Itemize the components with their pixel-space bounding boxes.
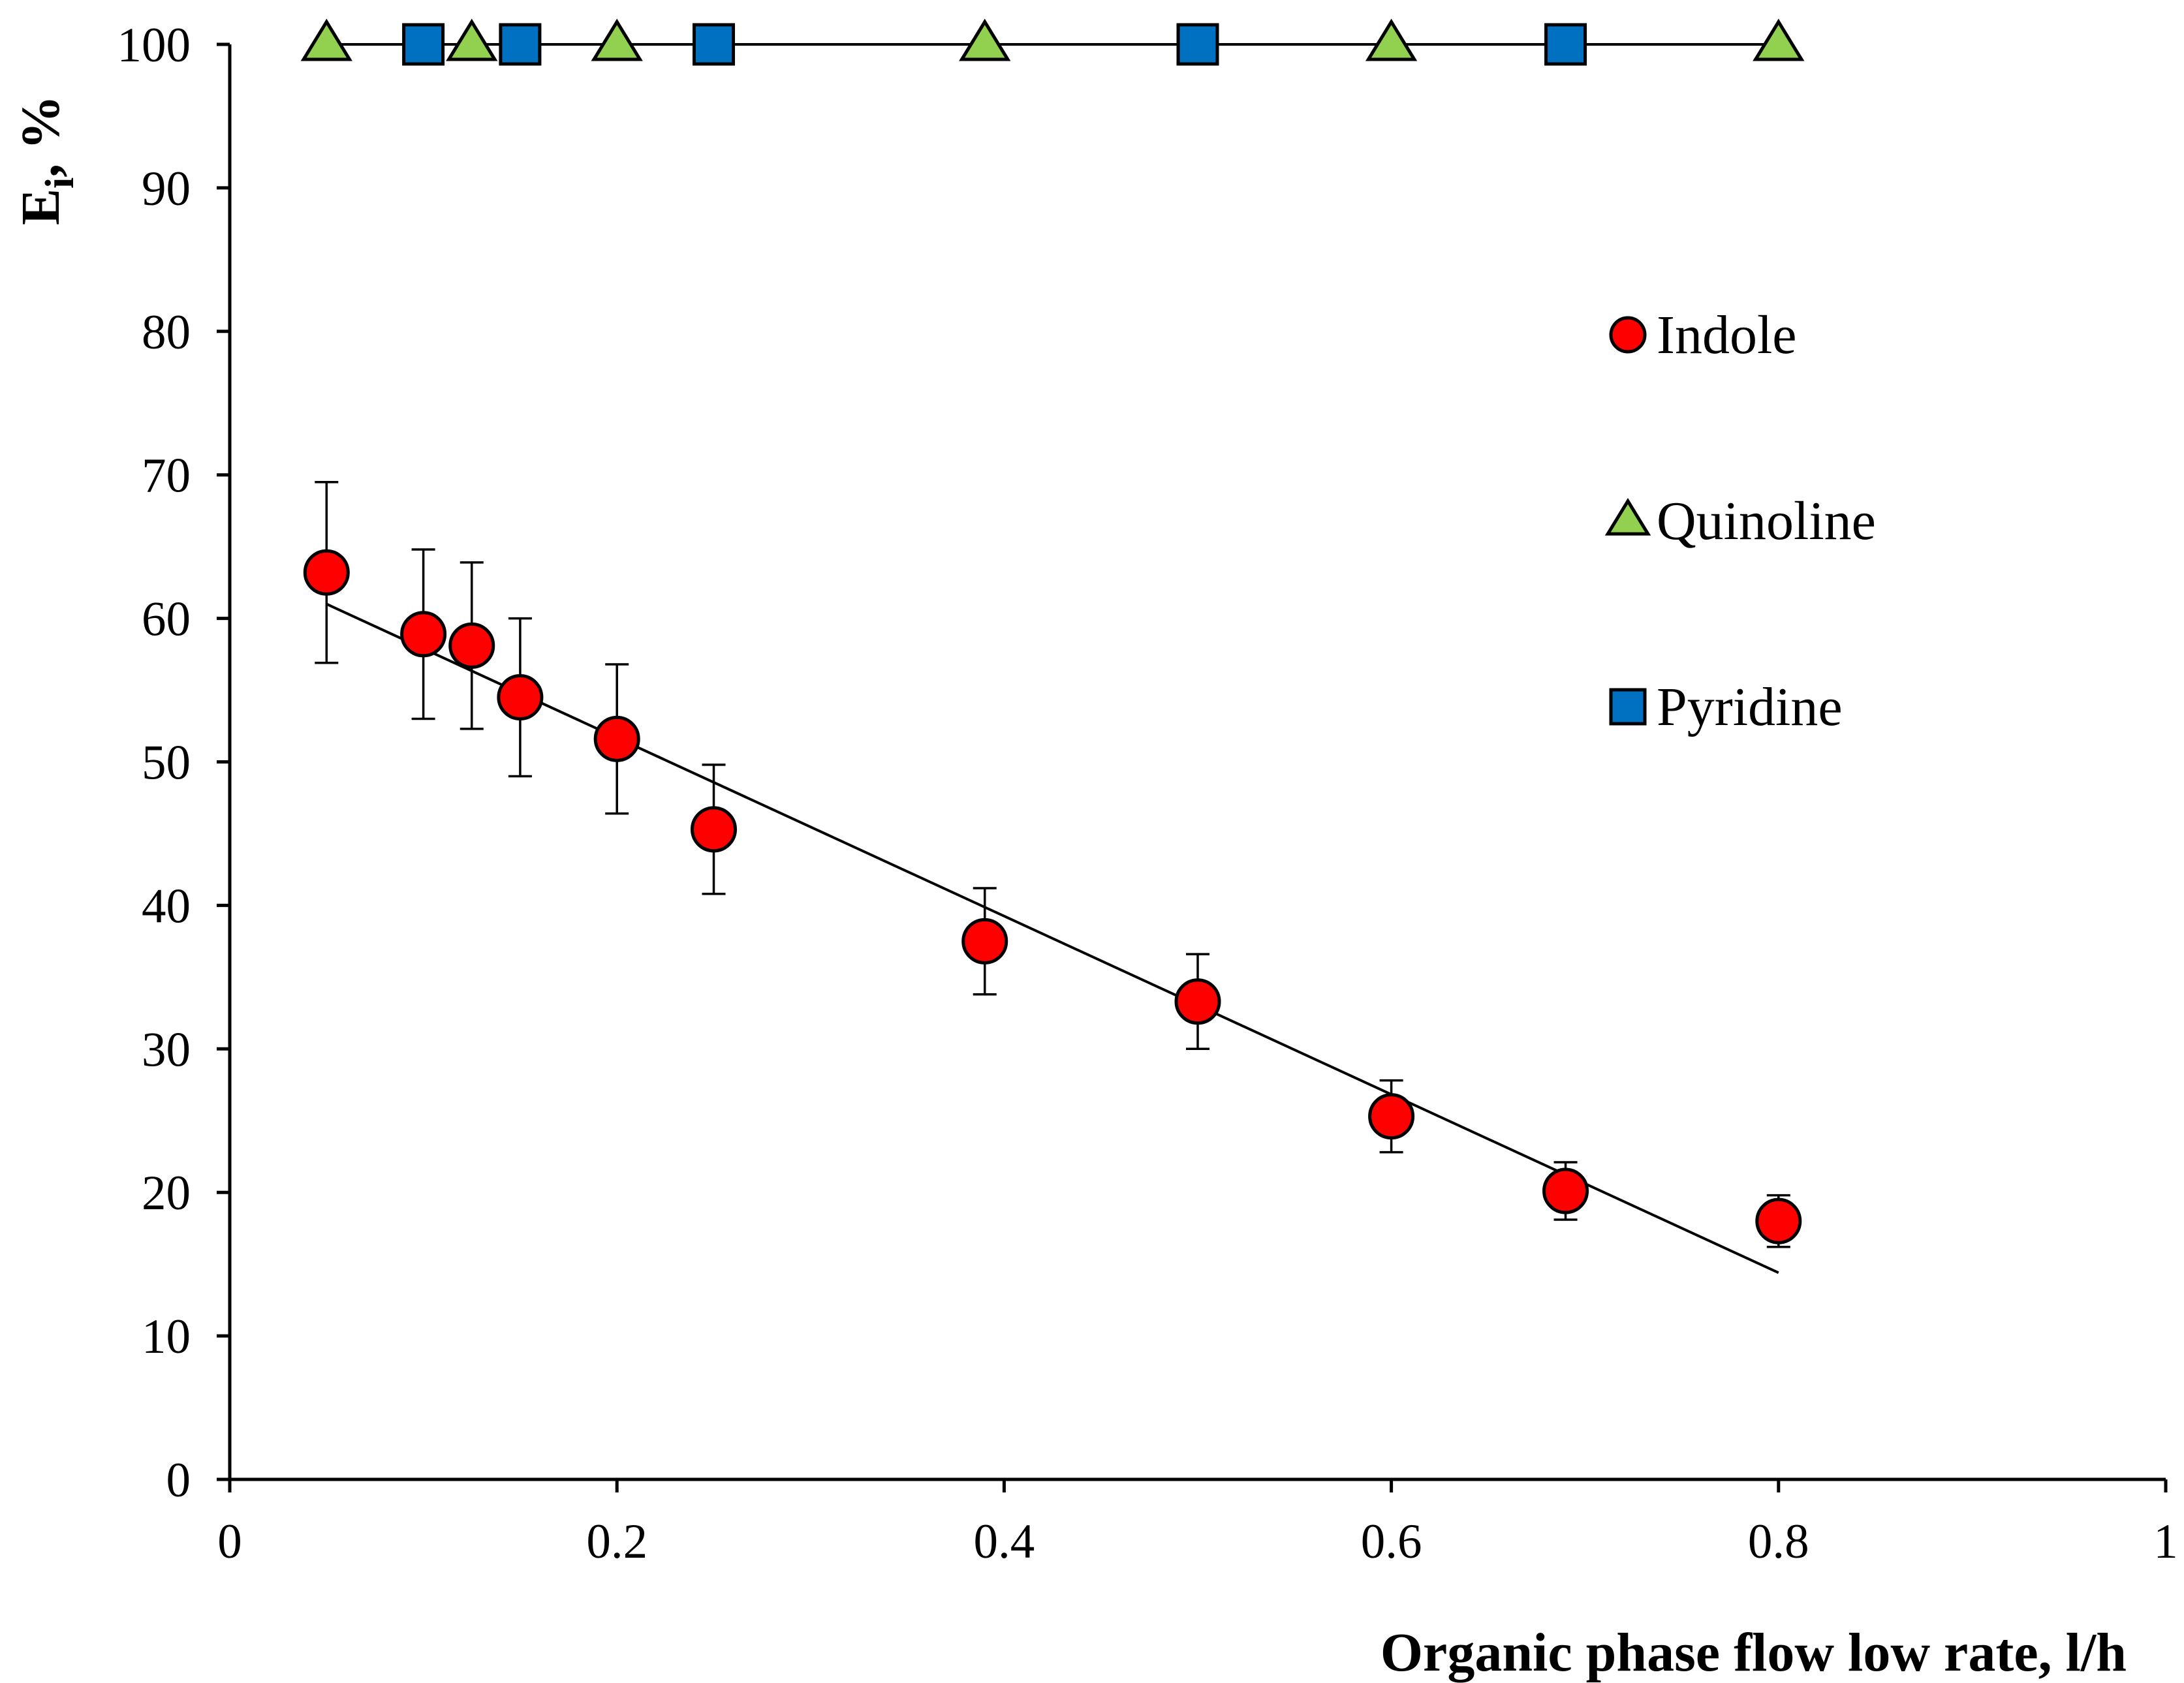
data-points (300, 18, 1805, 1244)
trendlines (326, 43, 1779, 1274)
point-quinoline (446, 18, 498, 61)
y-tick-label: 100 (117, 18, 191, 72)
y-tick-label: 20 (142, 1166, 191, 1220)
y-tick-label: 40 (142, 879, 191, 933)
point-quinoline (1365, 18, 1418, 61)
y-axis-title-main: E (10, 189, 71, 225)
legend-label-indole: Indole (1657, 305, 1797, 365)
point-indole (961, 918, 1008, 965)
point-indole (448, 622, 495, 669)
trendline-indole (326, 602, 1779, 1274)
point-quinoline (300, 18, 352, 61)
y-axis-title: Ei, % (10, 95, 82, 225)
point-indole (303, 549, 350, 596)
x-tick-label: 1 (2153, 1515, 2178, 1569)
x-tick-label: 0.2 (586, 1515, 647, 1569)
point-pyridine (499, 23, 542, 66)
y-axis-title-subscript: i (38, 178, 82, 189)
point-indole (1542, 1167, 1589, 1214)
legend-label-pyridine: Pyridine (1657, 677, 1843, 737)
y-tick-label: 80 (142, 305, 191, 360)
y-tick-label: 70 (142, 449, 191, 503)
point-pyridine (1544, 23, 1587, 66)
point-pyridine (1176, 23, 1219, 66)
legend: Indole Quinoline Pyridine (1604, 305, 1876, 737)
x-tick-label: 0.4 (974, 1515, 1035, 1569)
x-tick-label: 0 (217, 1515, 242, 1569)
y-axis-title-suffix: , % (10, 95, 71, 178)
point-indole (1174, 978, 1221, 1025)
axes: 0 10 20 30 40 50 60 70 80 90 100 0 0.2 0.4 0.6 0.8 1 (117, 18, 2178, 1569)
error-bars (315, 480, 1790, 1248)
x-tick-label: 0.8 (1748, 1515, 1809, 1569)
legend-marker-quinoline (1604, 497, 1651, 536)
point-indole (400, 611, 447, 658)
y-tick-label: 50 (142, 736, 191, 790)
legend-label-quinoline: Quinoline (1657, 491, 1876, 551)
point-indole (1755, 1197, 1802, 1244)
point-indole (1368, 1093, 1415, 1140)
y-tick-label: 10 (142, 1310, 191, 1364)
point-pyridine (693, 23, 735, 66)
y-tick-label: 90 (142, 162, 191, 216)
point-quinoline (1753, 18, 1805, 61)
point-indole (593, 715, 640, 762)
legend-marker-pyridine (1609, 688, 1647, 726)
legend-marker-indole (1609, 316, 1647, 354)
x-tick-label: 0.6 (1361, 1515, 1422, 1569)
y-tick-label: 0 (166, 1453, 191, 1507)
point-indole (497, 674, 544, 721)
point-quinoline (959, 18, 1011, 61)
point-pyridine (402, 23, 445, 66)
y-tick-label: 30 (142, 1023, 191, 1077)
point-indole (691, 806, 737, 853)
point-quinoline (591, 18, 643, 61)
y-tick-label: 60 (142, 593, 191, 647)
x-axis-title: Organic phase flow low rate, l/h (1381, 1622, 2127, 1683)
